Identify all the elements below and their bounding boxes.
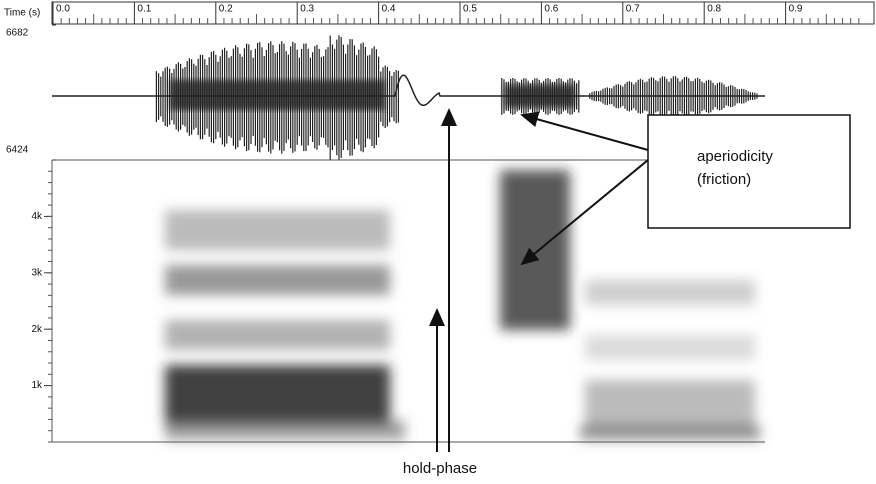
y-tick-label: 6682 xyxy=(6,28,29,39)
x-tick-label: 0.8 xyxy=(707,4,721,15)
y-tick-label: 3k xyxy=(31,267,43,278)
x-tick-label: 0.1 xyxy=(137,4,151,15)
x-tick-label: 0.6 xyxy=(544,4,558,15)
annotation: hold-phase xyxy=(403,460,477,477)
waveform-core xyxy=(505,85,575,107)
waveform-core xyxy=(170,80,385,110)
x-tick-label: 0.4 xyxy=(382,4,396,15)
y-tick-label: 1k xyxy=(31,380,43,391)
waveform xyxy=(52,35,765,160)
x-tick-label: 0.5 xyxy=(463,4,477,15)
time-axis-frame xyxy=(51,1,875,25)
x-tick-label: 0.7 xyxy=(626,4,640,15)
y-tick-label: 6424 xyxy=(6,145,29,156)
annotation: (friction) xyxy=(697,171,751,188)
arrow xyxy=(520,111,649,151)
x-tick-label: 0.3 xyxy=(300,4,314,15)
y-tick-label: 2k xyxy=(31,324,43,335)
x-tick-label: 0.9 xyxy=(789,4,803,15)
annotation-box xyxy=(647,114,851,229)
spectrogram xyxy=(165,170,760,440)
x-tick-label: 0.2 xyxy=(219,4,233,15)
annotation: aperiodicity xyxy=(697,148,773,165)
arrow xyxy=(520,159,649,266)
x-axis-label: Time (s) xyxy=(4,8,40,19)
y-tick-label: 4k xyxy=(31,211,43,222)
x-tick-label: 0.0 xyxy=(56,4,70,15)
